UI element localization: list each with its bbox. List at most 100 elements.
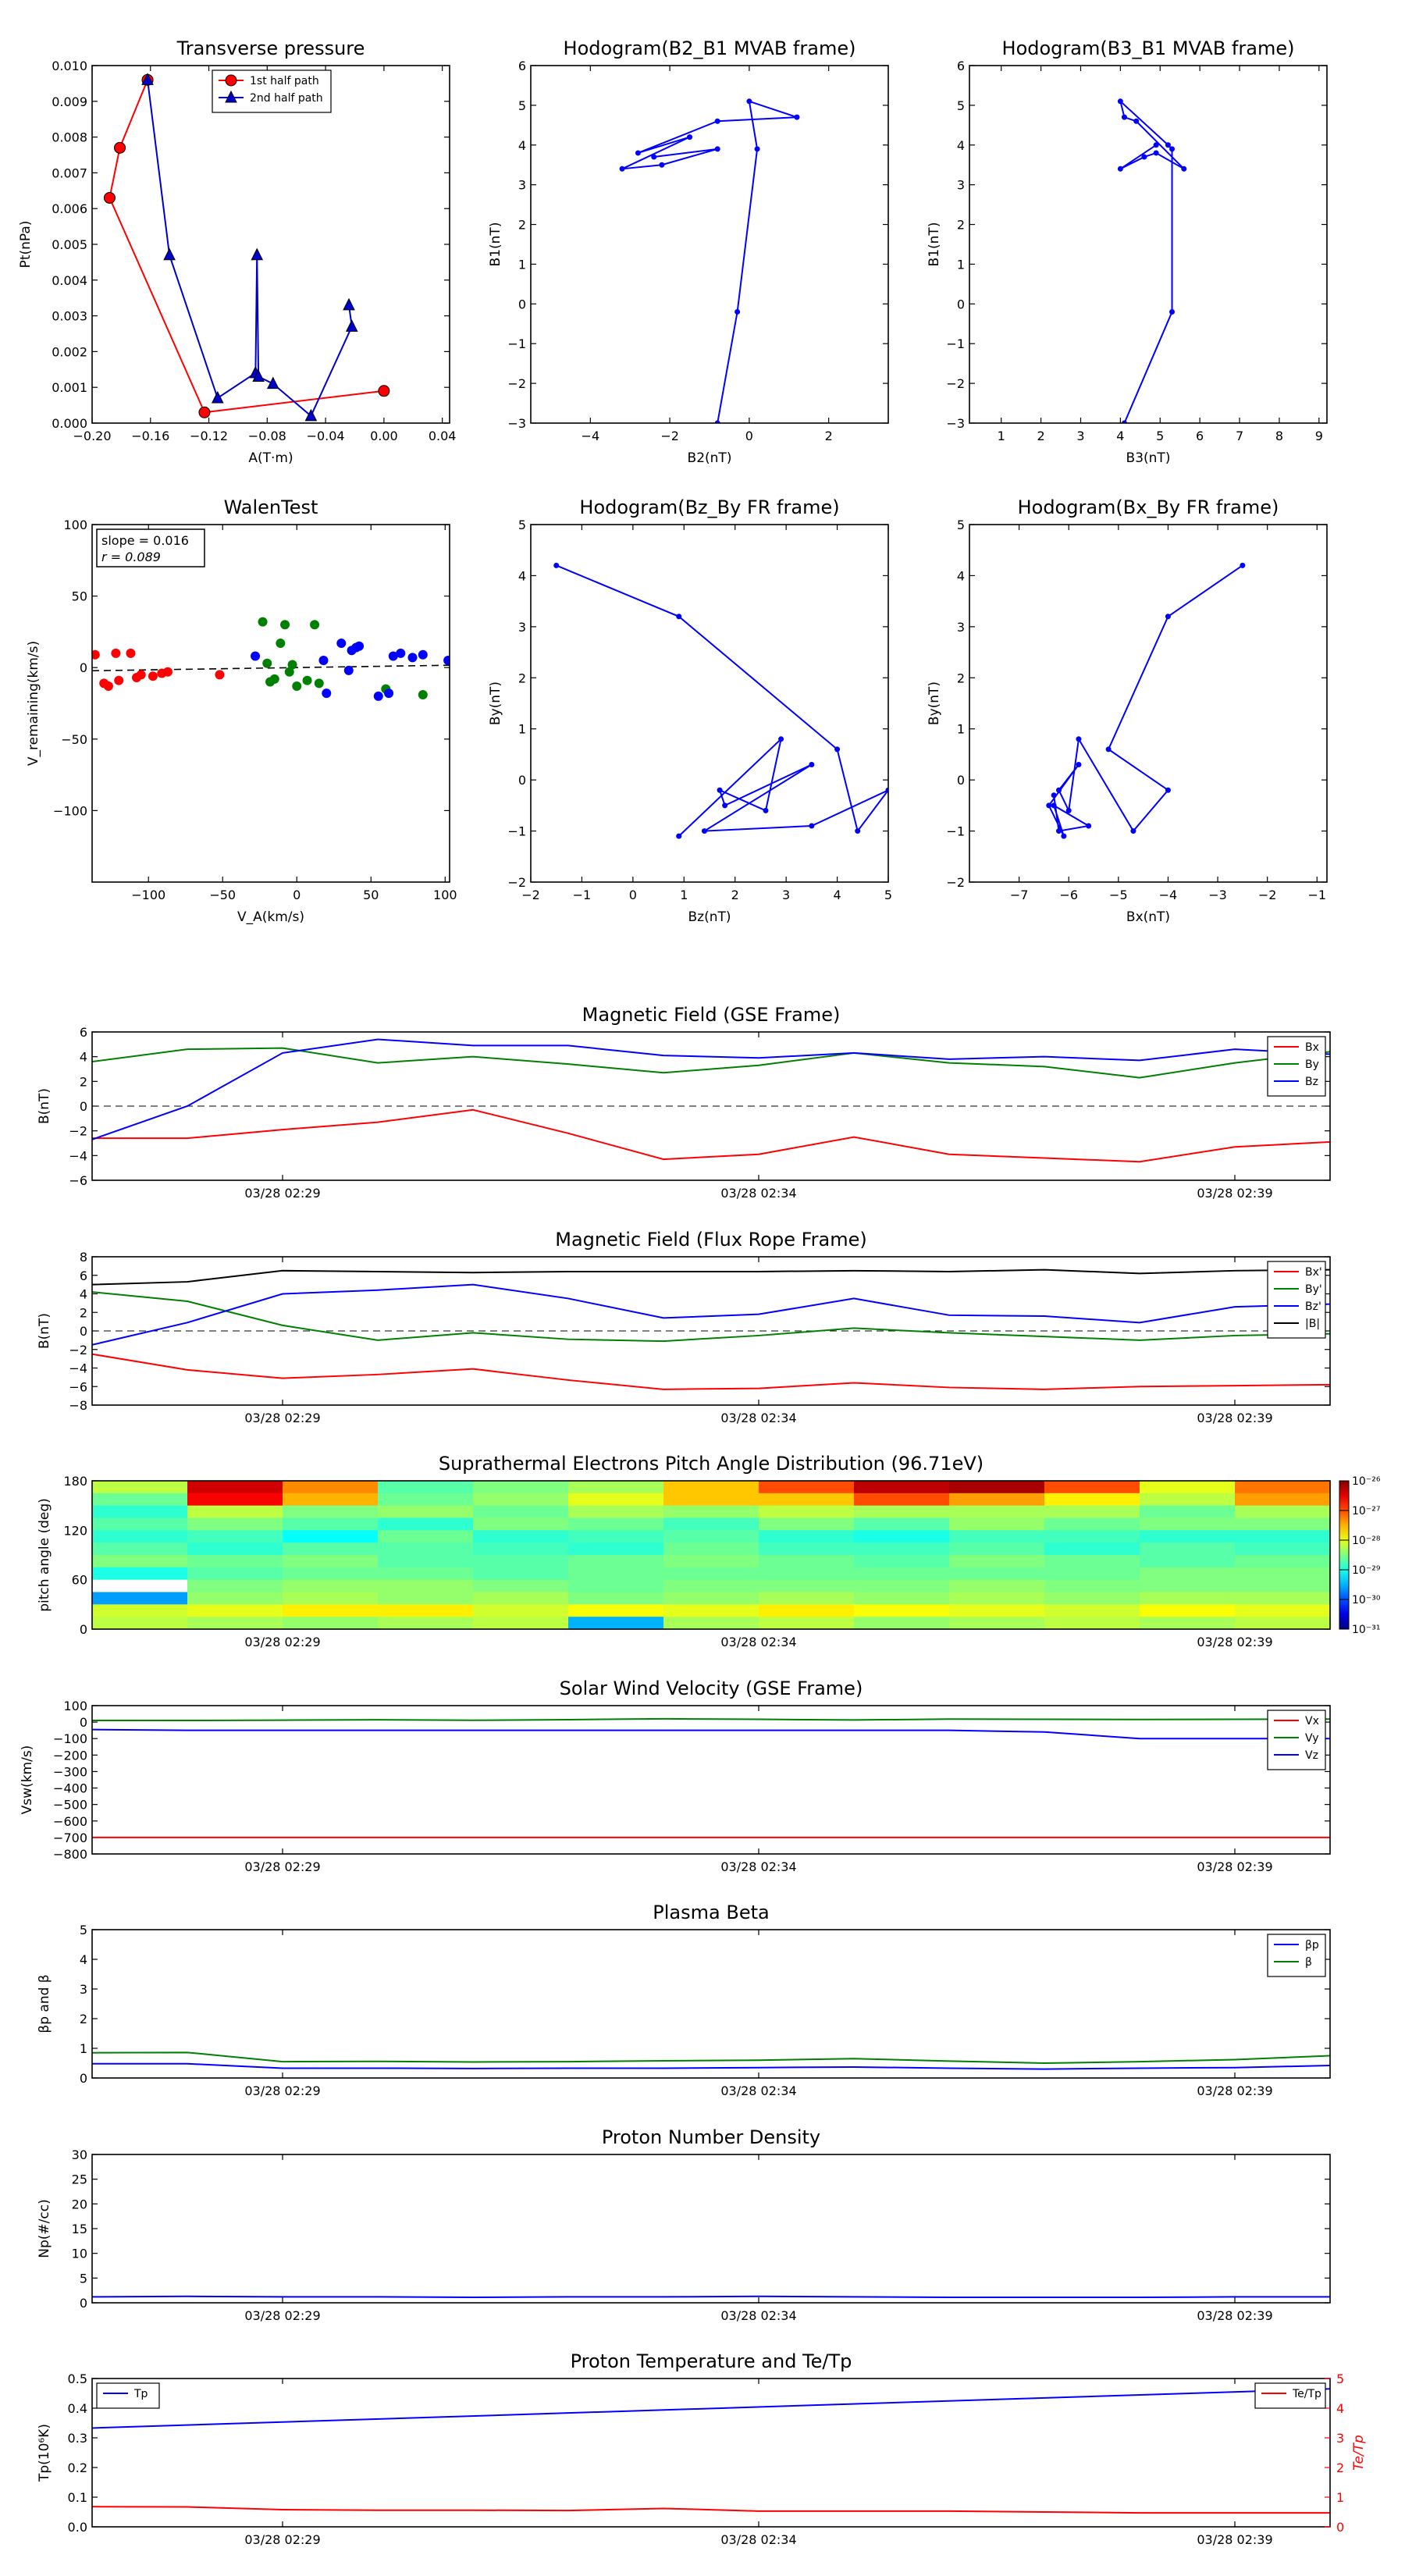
walen-title: WalenTest bbox=[224, 496, 318, 518]
pad-cell bbox=[663, 1530, 759, 1543]
hodo_b3b1-ytick-label: −1 bbox=[946, 336, 965, 351]
pad-cell bbox=[1140, 1505, 1236, 1519]
beta-data bbox=[92, 2051, 1330, 2070]
pt-xlabel: A(T·m) bbox=[248, 450, 293, 466]
walen-blue-point bbox=[354, 641, 365, 651]
beta-series-1-line bbox=[92, 2051, 1330, 2065]
bfr-ytick-label: −6 bbox=[69, 1379, 87, 1394]
pad-cell bbox=[1044, 1530, 1140, 1543]
hodo_bxby-ytick-label: −2 bbox=[946, 875, 965, 890]
pad-cell bbox=[283, 1604, 379, 1617]
hodo_b2b1-frame bbox=[530, 65, 889, 424]
pad-cell bbox=[759, 1567, 855, 1581]
bfr-ytick-label: 6 bbox=[80, 1268, 87, 1283]
beta-ytick-label: 1 bbox=[80, 2041, 87, 2056]
np-frame bbox=[91, 2154, 1331, 2304]
walen-xtick-label: 0 bbox=[293, 888, 301, 902]
hodo_bxby-xtick-label: −1 bbox=[1307, 888, 1326, 902]
bgse-ytick-label: 4 bbox=[80, 1050, 87, 1065]
bfr-series-2-line bbox=[92, 1283, 1330, 1346]
beta-panel: Plasma Beta 03/28 02:29 03/28 02:34 03/28 0… bbox=[37, 1902, 1331, 2098]
hodo_bxby-xtick-label: −6 bbox=[1059, 888, 1078, 902]
np-xtick-label: 03/28 02:29 bbox=[244, 2308, 320, 2323]
pad-cell bbox=[92, 1617, 188, 1630]
pad-cell bbox=[1235, 1481, 1331, 1494]
hodo_b2b1-series-0-point bbox=[735, 309, 741, 315]
pad-cell bbox=[1044, 1579, 1140, 1593]
hodo_b3b1-series-0-line bbox=[1119, 98, 1185, 423]
hodo_b3b1-series-0-point bbox=[1121, 114, 1127, 120]
vsw-panel: Solar Wind Velocity (GSE Frame) 03/28 02:… bbox=[20, 1678, 1331, 1874]
pt-xtick-label: −0.12 bbox=[190, 429, 228, 443]
pad-cell bbox=[473, 1530, 569, 1543]
hodo_bzby-series-0-point bbox=[885, 787, 888, 793]
pad-cell bbox=[378, 1579, 474, 1593]
pt-ytick-label: 0.007 bbox=[52, 165, 87, 180]
hodo_bxby-xtick-label: −4 bbox=[1159, 888, 1178, 902]
hodo_b3b1-data bbox=[1117, 98, 1187, 423]
pad-cell bbox=[1235, 1617, 1331, 1630]
pad-cell bbox=[1140, 1567, 1236, 1581]
walen-ytick-label: 0 bbox=[80, 660, 87, 675]
pt-data bbox=[103, 73, 390, 422]
bgse-ytick-label: −2 bbox=[69, 1124, 87, 1139]
hodo_b2b1-xtick-label: −2 bbox=[660, 429, 679, 443]
hodo_bxby-panel: Hodogram(Bx_By FR frame) −7 −6 −5 −4 −3 −2 −1 −2… bbox=[927, 496, 1328, 925]
pad-cells bbox=[92, 1481, 1331, 1630]
hodo_bzby-series-0-point bbox=[701, 828, 707, 834]
hodo_b2b1-xtick-label: 2 bbox=[825, 429, 833, 443]
tp-ytick-right-label: 3 bbox=[1336, 2431, 1344, 2446]
np-panel: Proton Number Density 03/28 02:29 03/28 02… bbox=[37, 2126, 1331, 2323]
hodo_b3b1-ytick-label: 6 bbox=[957, 59, 965, 73]
pad-cell bbox=[949, 1530, 1045, 1543]
pad-cell bbox=[92, 1555, 188, 1568]
pad-cell bbox=[1235, 1505, 1331, 1519]
pad-cell bbox=[759, 1517, 855, 1531]
walen-red-point bbox=[148, 671, 158, 681]
tp-ytick-label: 0.2 bbox=[68, 2460, 87, 2475]
hodo_b2b1-ytick-label: 5 bbox=[518, 98, 526, 113]
pad-colorbar-label: 10⁻²⁷ bbox=[1352, 1505, 1380, 1517]
pt-series-0-point bbox=[378, 385, 390, 397]
vsw-ylabel: Vsw(km/s) bbox=[20, 1745, 35, 1815]
bfr-title: Magnetic Field (Flux Rope Frame) bbox=[555, 1229, 866, 1251]
vsw-ytick-label: 0 bbox=[80, 1715, 87, 1730]
walen-annotation-box bbox=[96, 528, 205, 568]
hodo_b2b1-ytick-label: 0 bbox=[518, 297, 526, 311]
pt-series-0-point bbox=[198, 406, 211, 418]
pad-cell bbox=[568, 1555, 664, 1568]
bfr-legend-label: |B| bbox=[1305, 1318, 1320, 1330]
pad-cell bbox=[854, 1555, 950, 1568]
pad-cell bbox=[663, 1604, 759, 1617]
hodo_bxby-ytick-label: 1 bbox=[957, 722, 965, 737]
hodo_bzby-ytick-label: 3 bbox=[518, 620, 526, 635]
hodo_b3b1-series-0-point bbox=[1133, 118, 1140, 124]
vsw-frame bbox=[91, 1705, 1331, 1855]
np-xtick-label: 03/28 02:34 bbox=[720, 2308, 796, 2323]
pt-xtick-label: −0.04 bbox=[307, 429, 345, 443]
hodo_bzby-frame bbox=[530, 524, 889, 883]
bgse-ytick-label: 6 bbox=[80, 1025, 87, 1040]
pad-colorbar bbox=[1339, 1480, 1350, 1630]
hodo_b3b1-series-0-point bbox=[1181, 165, 1187, 172]
hodo_bzby-xtick-label: 1 bbox=[680, 888, 688, 902]
pad-cell bbox=[92, 1530, 188, 1543]
pad-cell bbox=[663, 1567, 759, 1581]
pad-cell bbox=[283, 1493, 379, 1507]
pad-cell bbox=[378, 1604, 474, 1617]
pad-title: Suprathermal Electrons Pitch Angle Distr… bbox=[439, 1453, 984, 1475]
pad-cell bbox=[378, 1481, 474, 1494]
hodo_b3b1-panel: Hodogram(B3_B1 MVAB frame) 1 2 3 4 5 6 7 8 9 −3 −2 −… bbox=[927, 37, 1328, 466]
beta-ylabel: βp and β bbox=[37, 1974, 52, 2033]
hodo_b2b1-ytick-label: 2 bbox=[518, 218, 526, 233]
tp-legend-label: Tp bbox=[133, 2388, 148, 2400]
pad-cell bbox=[283, 1517, 379, 1531]
hodo_bzby-series-0-point bbox=[809, 823, 815, 829]
pad-cell bbox=[1140, 1604, 1236, 1617]
pad-panel: Suprathermal Electrons Pitch Angle Distr… bbox=[37, 1453, 1381, 1649]
hodo_b2b1-series-0-point bbox=[714, 118, 720, 124]
bfr-legend-label: Bz' bbox=[1305, 1300, 1321, 1313]
pad-cell bbox=[283, 1592, 379, 1605]
beta-legend-label: βp bbox=[1305, 1939, 1319, 1952]
